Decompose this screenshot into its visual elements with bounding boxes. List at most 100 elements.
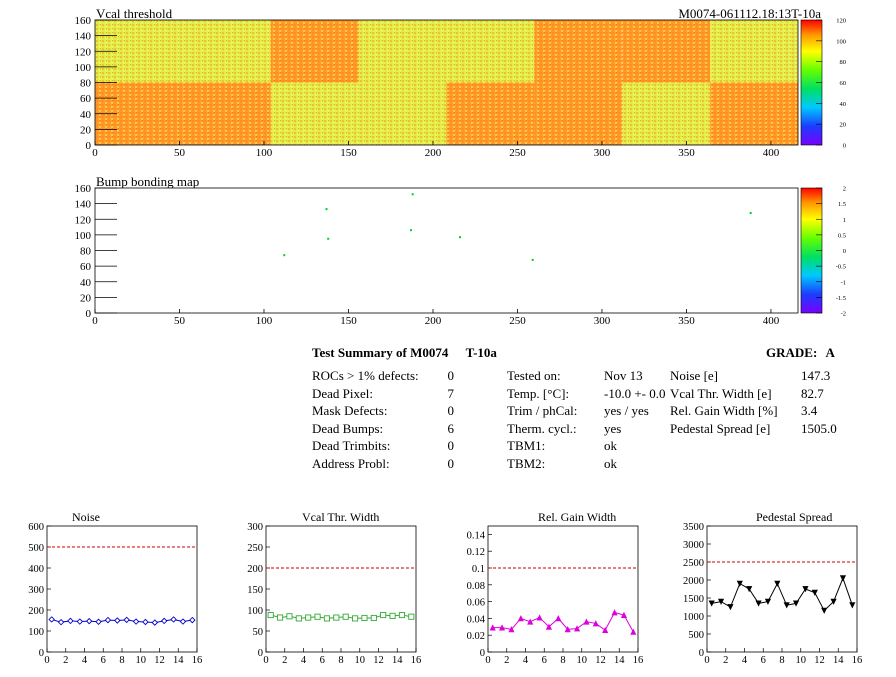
x-tick-label: 8	[119, 655, 124, 666]
x-tick-label: 100	[256, 315, 273, 327]
x-tick-label: 14	[614, 655, 625, 666]
scale-tick-label: 2	[843, 186, 846, 193]
data-point	[630, 628, 637, 635]
row-value: 6	[447, 420, 455, 436]
bump-defect	[749, 212, 752, 214]
data-point	[170, 616, 177, 623]
row-label: Address Probl:	[312, 455, 390, 471]
data-point	[573, 625, 581, 632]
data-point	[830, 598, 837, 605]
y-tick-label: 200	[28, 606, 44, 617]
series-line	[51, 618, 193, 624]
y-tick-label: 80	[80, 78, 92, 90]
x-tick-label: 10	[796, 655, 807, 666]
y-tick-label: 60	[80, 261, 92, 273]
data-point	[277, 614, 284, 621]
y-tick-label: 2500	[683, 558, 704, 569]
row-value: yes	[604, 420, 622, 436]
row-value: 147.3	[801, 368, 831, 383]
data-point	[708, 600, 715, 607]
x-tick-label: 10	[577, 655, 588, 666]
summary-col-1: ROCs > 1% defects: 0 Dead Pixel: 7 Mask De…	[312, 367, 454, 472]
x-tick-label: 4	[523, 655, 529, 666]
summary-row: Temp. [°C]: -10.0 +- 0.0	[507, 385, 667, 403]
y-tick-label: 100	[28, 627, 44, 638]
data-point	[408, 613, 415, 620]
data-point	[123, 616, 130, 624]
bump-defect	[283, 254, 286, 257]
data-point	[536, 614, 543, 621]
data-point	[783, 602, 790, 609]
row-label: Noise [e]	[670, 368, 719, 383]
data-point	[286, 613, 293, 620]
bump-defect	[325, 208, 328, 211]
scale-tick-label: 100	[836, 38, 846, 45]
row-value: 82.7	[801, 385, 824, 401]
scale-tick-label: 20	[840, 122, 847, 129]
x-tick-label: 0	[92, 315, 98, 327]
y-tick-label: 120	[75, 214, 92, 226]
row-label: Pedestal Spread [e]	[670, 420, 771, 436]
data-point	[361, 614, 368, 622]
summary-row: Dead Pixel: 7	[312, 385, 454, 403]
summary-row: Therm. cycl.: yes	[507, 420, 667, 438]
data-point	[527, 618, 534, 625]
data-point	[498, 624, 506, 631]
x-tick-label: 6	[101, 655, 106, 666]
map1-texture	[95, 20, 798, 145]
y-tick-label: 40	[80, 109, 92, 121]
summary-col-2: Tested on: Nov 13 Temp. [°C]: -10.0 +- 0.0…	[507, 367, 667, 472]
bump-defect	[411, 193, 414, 196]
x-tick-label: 200	[425, 147, 442, 159]
y-tick-label: 100	[75, 62, 92, 74]
map1-title: Vcal threshold	[96, 6, 173, 21]
row-value: 0	[447, 368, 455, 383]
summary-title: Test Summary of M0074	[312, 345, 449, 360]
summary-title-row: Test Summary of M0074 T-10a	[312, 344, 497, 362]
summary-row: Noise [e] 147.3	[670, 367, 870, 385]
data-point	[160, 617, 168, 625]
data-point	[611, 609, 618, 616]
y-tick-label: 0.04	[467, 614, 486, 625]
series-line	[492, 611, 634, 633]
x-tick-label: 10	[355, 655, 366, 666]
row-value: ok	[604, 455, 617, 471]
y-tick-label: 50	[253, 627, 264, 638]
map2-axes: 0 50 100 150 200 250 300 350 4000204060801001201…	[75, 183, 780, 327]
map2-frame	[94, 187, 799, 314]
scale-tick-label: 120	[836, 18, 846, 25]
data-point	[489, 624, 496, 631]
data-point	[849, 602, 856, 609]
y-tick-label: 20	[80, 292, 92, 304]
scale-tick-label: 80	[840, 59, 847, 66]
scale-tick-label: -1.5	[836, 295, 846, 302]
data-point	[592, 620, 599, 627]
y-tick-label: 0.14	[467, 530, 486, 541]
y-tick-label: 0.08	[467, 581, 485, 592]
chart-frame	[487, 525, 639, 653]
row-label: Dead Trimbits:	[312, 438, 391, 453]
summary-row: Address Probl: 0	[312, 455, 454, 473]
x-tick-label: 14	[392, 655, 403, 666]
x-tick-label: 2	[504, 655, 509, 666]
x-tick-label: 250	[509, 147, 526, 159]
row-label: TBM2:	[507, 455, 546, 471]
x-tick-label: 400	[763, 147, 780, 159]
row-value: 3.4	[801, 403, 818, 418]
x-tick-label: 4	[742, 655, 748, 666]
bump-defect	[531, 258, 534, 261]
chart-frame	[46, 525, 198, 653]
x-tick-label: 6	[320, 655, 325, 666]
row-value: 0	[447, 455, 455, 471]
scale-tick-label: 1	[843, 217, 846, 224]
row-value: yes / yes	[604, 403, 649, 418]
x-tick-label: 100	[256, 147, 273, 159]
y-tick-label: 2000	[683, 576, 704, 587]
chart-3: Pedestal Spread 0 500 1000 1500 2000 2500 3000 3…	[683, 510, 862, 666]
data-point	[151, 619, 159, 626]
data-point	[792, 600, 800, 607]
y-tick-label: 0	[86, 140, 92, 152]
x-tick-label: 6	[761, 655, 766, 666]
